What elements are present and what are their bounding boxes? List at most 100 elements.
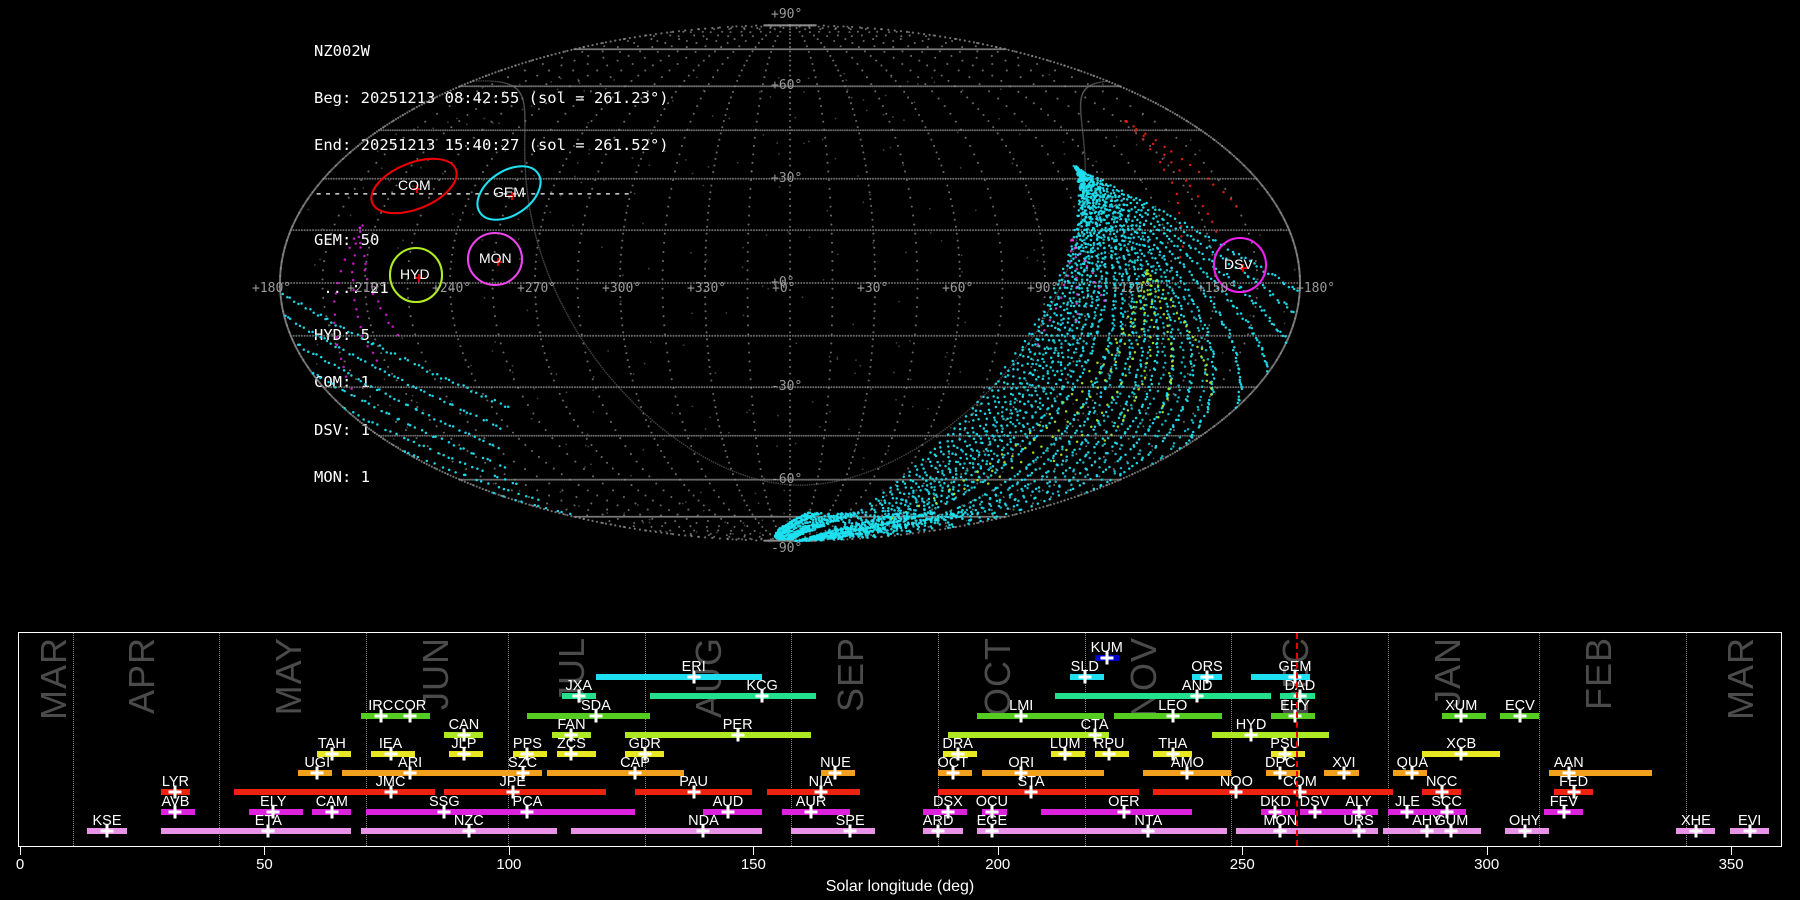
peak-marker [932,824,945,837]
peak-marker [1308,805,1321,818]
peak-marker [844,824,857,837]
x-axis-tick-label: 200 [985,856,1010,873]
peak-marker [1401,805,1414,818]
peak-marker [1142,824,1155,837]
peak-marker [1025,786,1038,799]
activity-bar[interactable] [571,828,762,834]
peak-marker [1562,767,1575,780]
peak-marker [101,824,114,837]
month-label: SEP [830,637,872,712]
peak-marker [1743,824,1756,837]
peak-marker [1059,748,1072,761]
x-axis-tick [998,847,999,855]
x-axis-tick [753,847,754,855]
peak-marker [1352,824,1365,837]
peak-marker [951,748,964,761]
x-axis-tick-label: 350 [1719,856,1744,873]
radiant-label-com: COM [398,177,431,193]
peak-marker [1166,709,1179,722]
month-label: MAR [1720,637,1762,720]
peak-marker [565,728,578,741]
peak-marker [506,786,519,799]
activity-bar[interactable] [547,770,684,776]
x-axis-tick [1487,847,1488,855]
peak-marker [1181,767,1194,780]
peak-marker [1201,671,1214,684]
peak-marker [311,767,324,780]
peak-marker [1166,748,1179,761]
x-axis-tick-label: 50 [256,856,273,873]
peak-marker [1078,671,1091,684]
peak-marker [1455,709,1468,722]
month-divider [73,633,74,846]
peak-marker [687,786,700,799]
current-solar-longitude-line [1296,633,1298,846]
x-axis-tick [264,847,265,855]
activity-bar[interactable] [1153,789,1270,795]
x-axis-tick [1242,847,1243,855]
month-label: FEB [1578,637,1620,710]
month-divider [1231,633,1232,846]
x-axis-tick [20,847,21,855]
peak-marker [1689,824,1702,837]
peak-marker [1279,748,1292,761]
x-axis-tick-label: 100 [496,856,521,873]
peak-marker [589,709,602,722]
peak-marker [946,767,959,780]
radiant-label-dsv: DSV [1224,256,1253,272]
peak-marker [438,805,451,818]
peak-marker [697,824,710,837]
peak-marker [457,748,470,761]
month-label: MAR [33,637,75,720]
shower-activity-timeline: MARAPRMAYJUNJULAUGSEPOCTNOVDECJANFEBMARK… [18,632,1782,847]
peak-marker [1440,805,1453,818]
peak-marker [1245,728,1258,741]
x-axis-tick-label: 250 [1230,856,1255,873]
peak-marker [565,748,578,761]
month-label: APR [121,637,163,714]
x-axis-tick [509,847,510,855]
peak-marker [1274,824,1287,837]
radiant-label-gem: GEM [493,184,525,200]
peak-marker [721,805,734,818]
visualization-root: NZ002W Beg: 20251213 08:42:55 (sol = 261… [0,0,1800,900]
x-axis-tick-label: 0 [16,856,24,873]
peak-marker [572,690,585,703]
peak-marker [1518,824,1531,837]
peak-marker [325,805,338,818]
peak-marker [374,709,387,722]
peak-marker [829,767,842,780]
peak-marker [462,824,475,837]
peak-marker [1352,805,1365,818]
peak-marker [1445,824,1458,837]
peak-marker [516,767,529,780]
peak-marker [1100,652,1113,665]
peak-marker [985,824,998,837]
x-axis-tick [1731,847,1732,855]
peak-marker [629,767,642,780]
peak-marker [325,748,338,761]
activity-bar[interactable] [596,674,762,680]
peak-marker [1230,786,1243,799]
peak-marker [1015,709,1028,722]
activity-bar[interactable] [650,693,816,699]
month-label: MAY [268,637,310,715]
activity-bar[interactable] [469,809,635,815]
peak-marker [1269,805,1282,818]
peak-marker [985,805,998,818]
peak-marker [1117,805,1130,818]
peak-marker [1289,671,1302,684]
peak-marker [1337,767,1350,780]
peak-marker [1406,767,1419,780]
x-axis-tick-label: 300 [1474,856,1499,873]
radiant-label-mon: MON [479,250,512,266]
peak-marker [1015,767,1028,780]
peak-marker [1421,824,1434,837]
peak-marker [262,824,275,837]
sky-map-panel: COM GEM MON HYD DSV +90° +60° +30° +0° -30° -60° -9… [0,0,1800,630]
peak-marker [1289,709,1302,722]
x-axis-title: Solar longitude (deg) [18,878,1782,896]
peak-marker [1567,786,1580,799]
radiant-label-hyd: HYD [400,266,430,282]
peak-marker [638,748,651,761]
